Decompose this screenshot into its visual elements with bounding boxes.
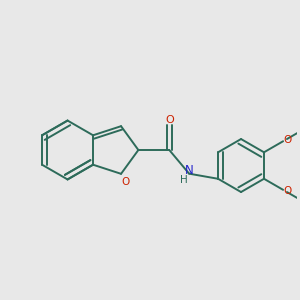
Text: H: H xyxy=(180,175,188,184)
Text: O: O xyxy=(122,177,130,187)
Text: O: O xyxy=(165,115,174,125)
Text: O: O xyxy=(283,135,291,145)
Text: O: O xyxy=(283,186,291,196)
Text: N: N xyxy=(185,164,194,177)
